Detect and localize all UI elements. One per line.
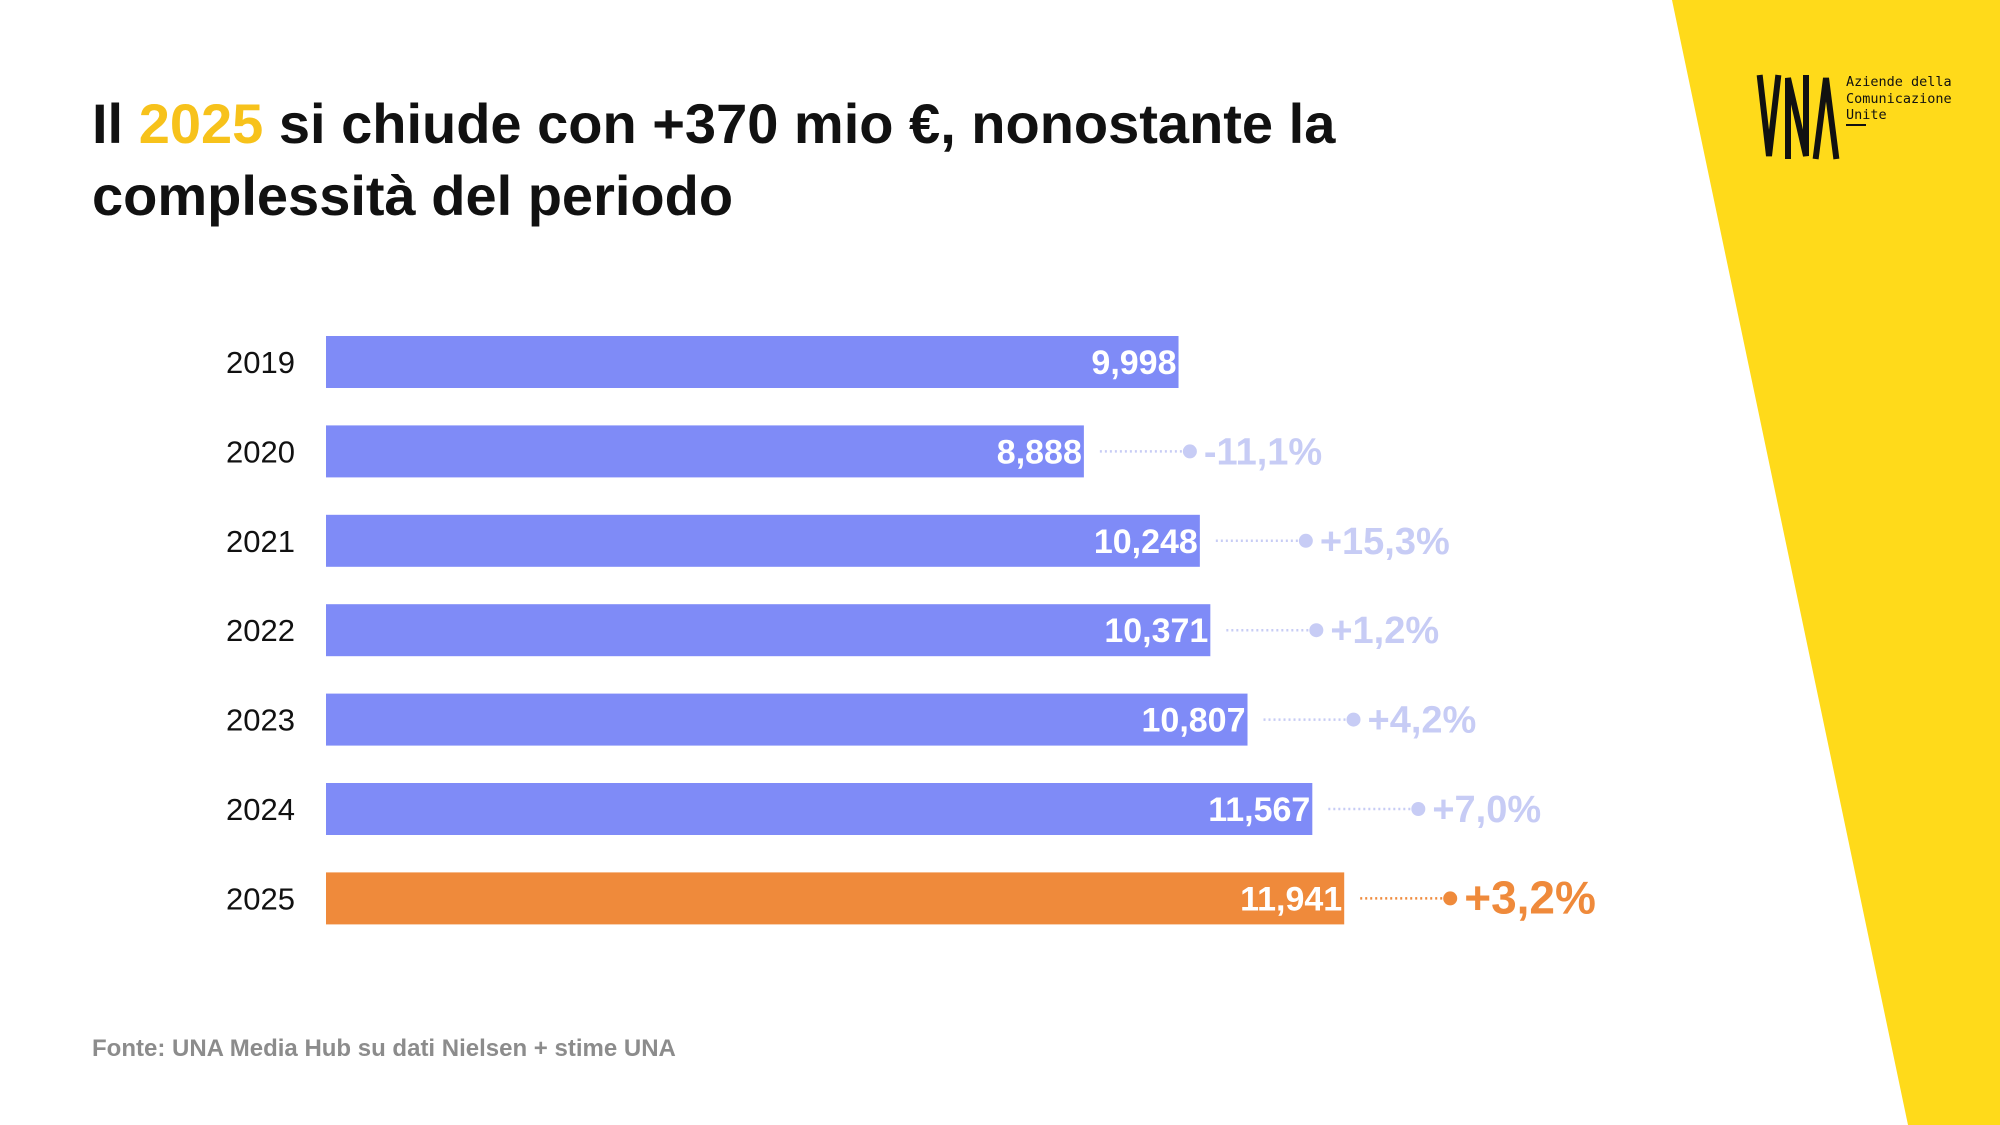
title-rest: si chiude con +370 mio €, nonostante la xyxy=(263,92,1336,155)
category-label: 2019 xyxy=(226,345,295,380)
change-label: +3,2% xyxy=(1464,871,1596,923)
value-label: 11,941 xyxy=(1240,880,1342,918)
value-label: 10,248 xyxy=(1094,523,1198,561)
category-label: 2023 xyxy=(226,703,295,738)
value-label: 9,998 xyxy=(1091,344,1176,382)
bar xyxy=(326,425,1084,478)
source-note: Fonte: UNA Media Hub su dati Nielsen + s… xyxy=(92,1035,676,1062)
value-label: 10,807 xyxy=(1142,702,1246,740)
logo-letter-n xyxy=(1785,75,1809,159)
change-label: +7,0% xyxy=(1432,789,1541,831)
change-dot xyxy=(1182,444,1197,459)
logo-caption-line-2: Comunicazione xyxy=(1846,90,1952,107)
title-prefix: Il xyxy=(92,92,139,155)
category-label: 2022 xyxy=(226,613,295,648)
una-logo xyxy=(1756,74,1840,160)
bar xyxy=(326,336,1179,388)
change-dot xyxy=(1298,533,1313,548)
change-label: -11,1% xyxy=(1204,431,1322,473)
change-dot xyxy=(1443,891,1458,906)
bar xyxy=(326,783,1313,835)
value-label: 10,371 xyxy=(1104,612,1208,650)
category-label: 2025 xyxy=(226,881,295,916)
page-title: Il 2025 si chiude con +370 mio €, nonost… xyxy=(92,88,1592,232)
logo-letter-v xyxy=(1756,74,1782,157)
bar xyxy=(326,872,1345,925)
category-label: 2024 xyxy=(226,792,295,827)
logo-letter-a xyxy=(1812,77,1840,160)
category-label: 2021 xyxy=(226,524,295,559)
change-label: +1,2% xyxy=(1330,610,1439,652)
title-line-2: complessità del periodo xyxy=(92,164,734,227)
change-label: +4,2% xyxy=(1368,700,1477,742)
value-label: 8,888 xyxy=(997,433,1082,471)
bar xyxy=(326,604,1211,657)
logo-underline xyxy=(1846,124,1866,126)
bar xyxy=(326,514,1200,567)
title-highlight-year: 2025 xyxy=(138,92,264,155)
category-label: 2020 xyxy=(226,434,295,469)
change-dot xyxy=(1411,802,1426,816)
change-dot xyxy=(1309,623,1324,638)
logo-caption-line-3: Unite xyxy=(1846,107,1887,123)
bar xyxy=(326,693,1248,746)
logo-caption: Aziende della Comunicazione Unite xyxy=(1846,74,1952,124)
value-label: 11,567 xyxy=(1208,791,1310,829)
change-label: +15,3% xyxy=(1320,521,1450,563)
change-dot xyxy=(1346,712,1361,727)
logo-caption-line-1: Aziende della xyxy=(1846,74,1952,90)
